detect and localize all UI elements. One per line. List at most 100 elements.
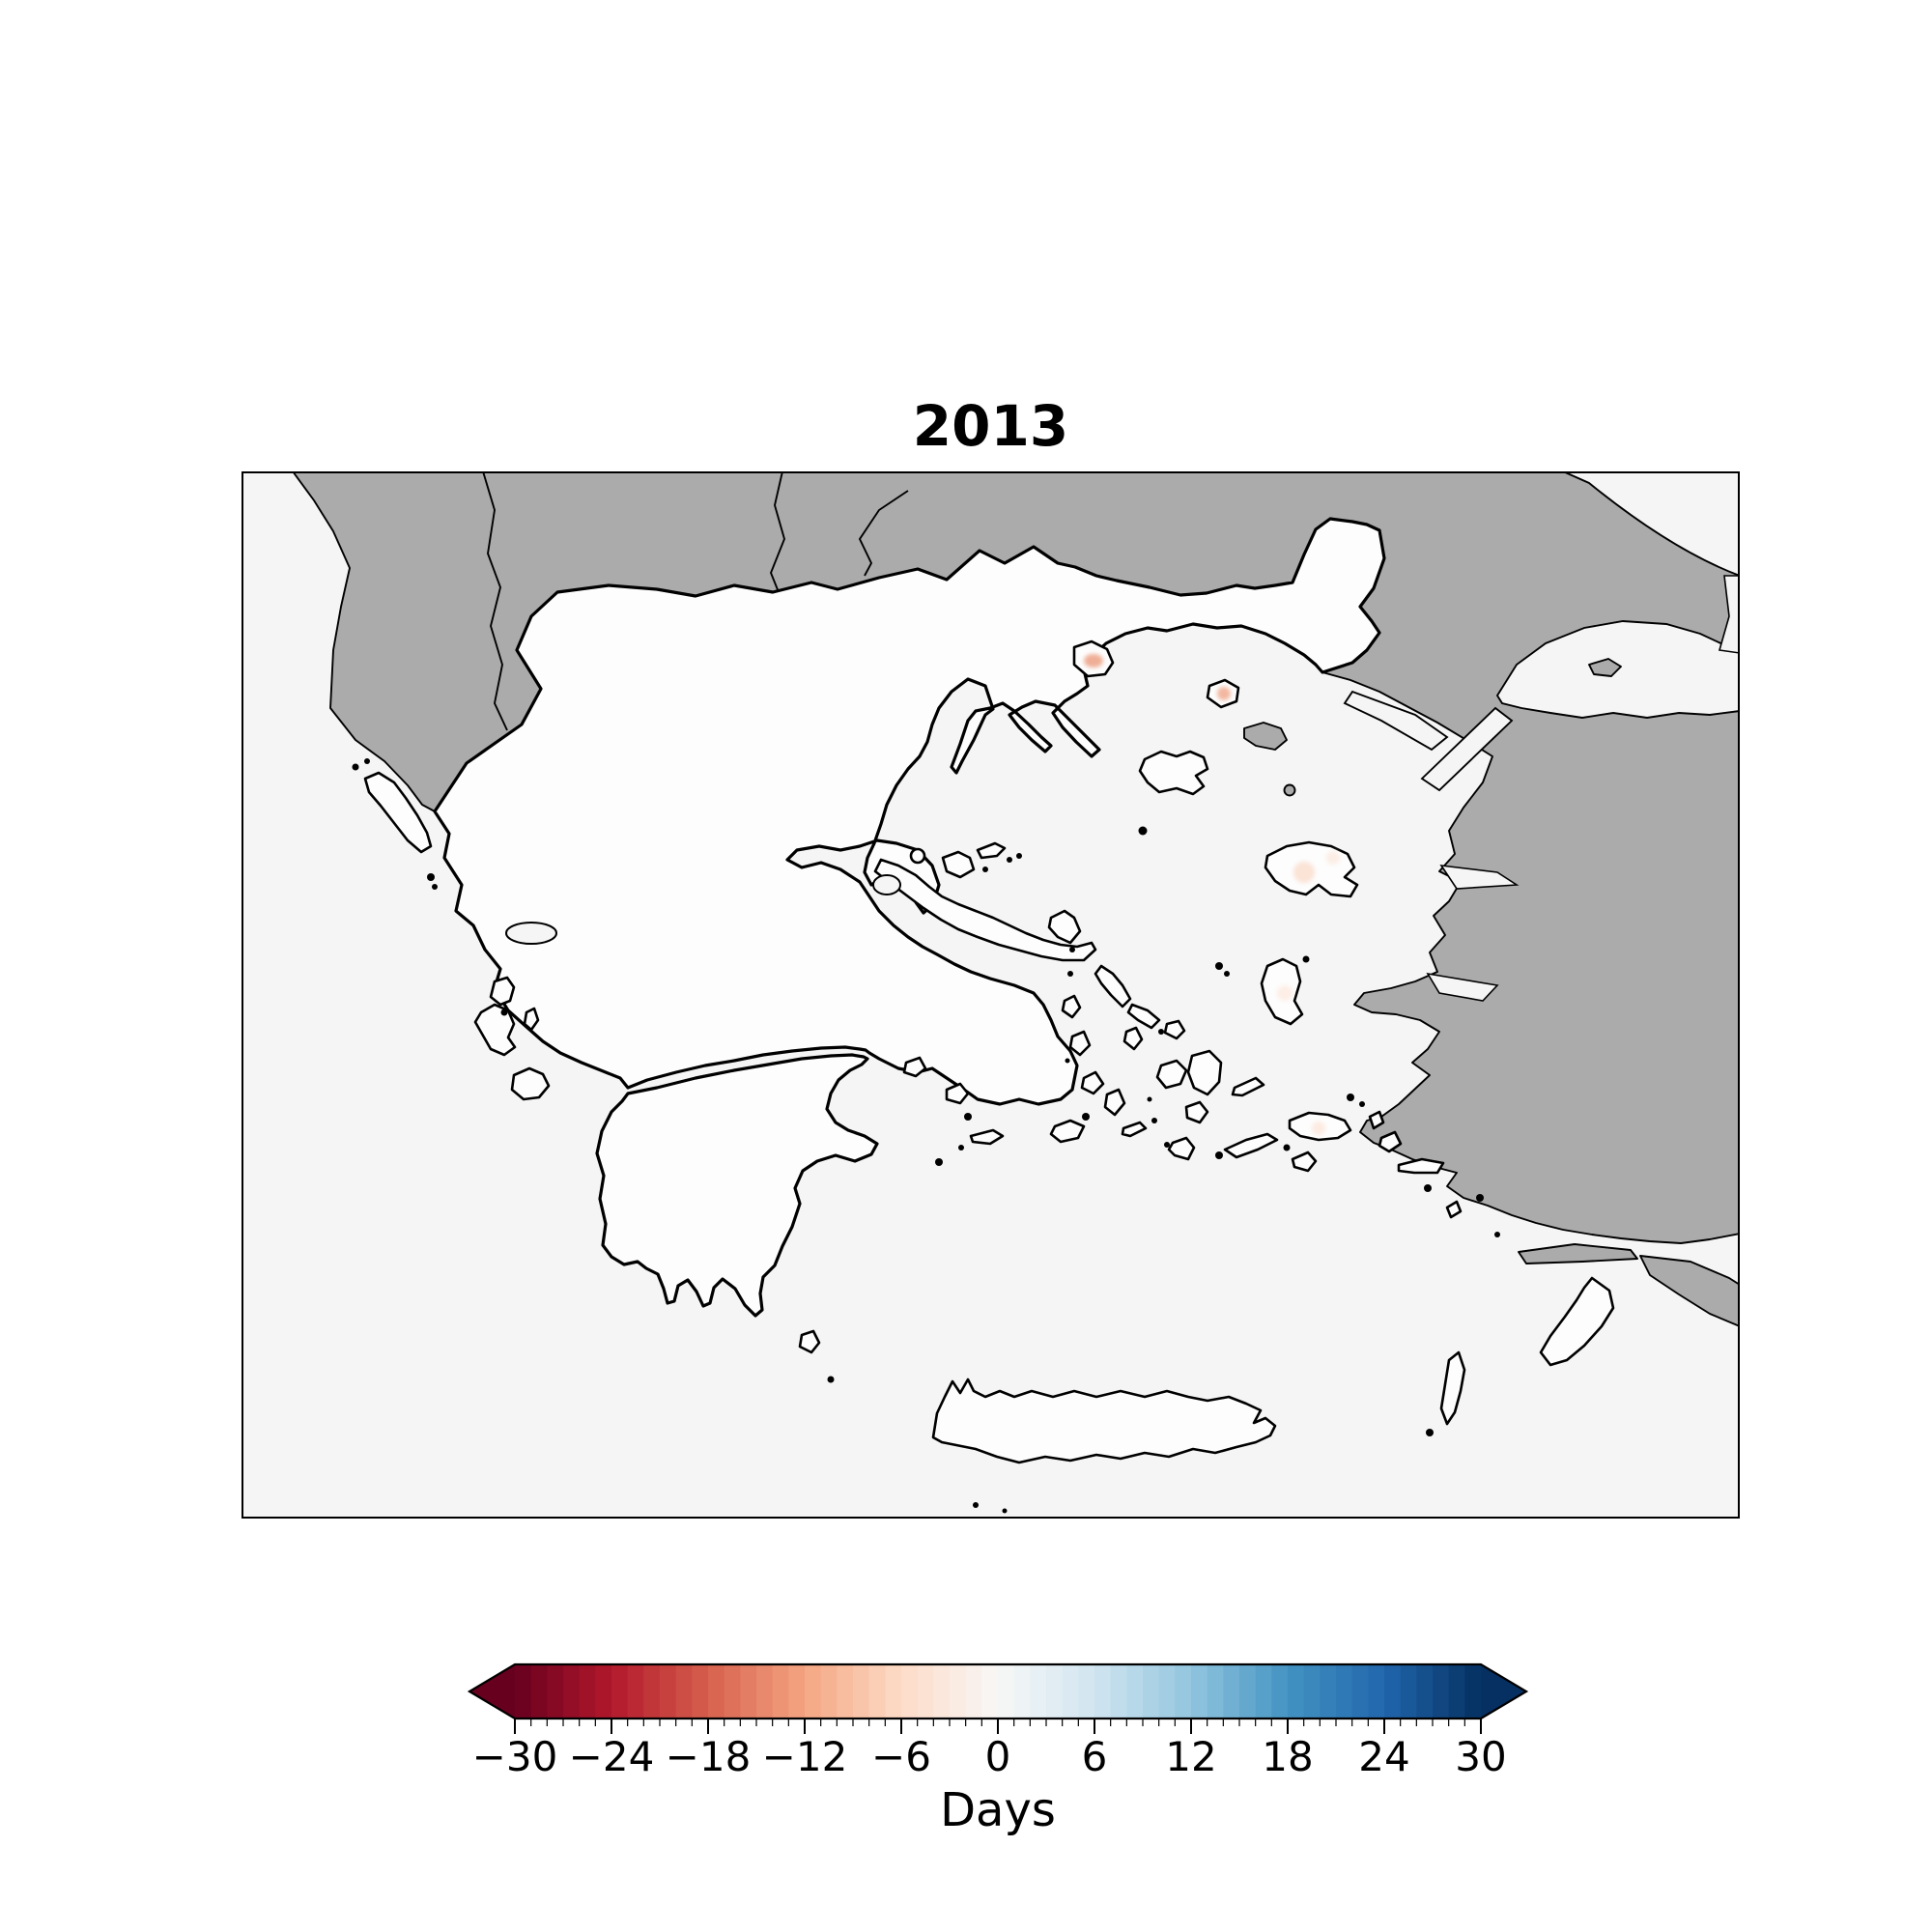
- colorbar-segment: [740, 1664, 757, 1719]
- colorbar-segment: [933, 1664, 951, 1719]
- colorbar-segment: [1030, 1664, 1047, 1719]
- colorbar-segment: [1046, 1664, 1064, 1719]
- colorbar-segment: [868, 1664, 886, 1719]
- colorbar-segment: [1416, 1664, 1434, 1719]
- colorbar-segment: [660, 1664, 677, 1719]
- colorbar-segment: [981, 1664, 999, 1719]
- island-kea: [1061, 994, 1082, 1019]
- island-tinos: [1126, 1003, 1161, 1030]
- island-zakynthos: [510, 1066, 551, 1101]
- saros-gulf: [1343, 690, 1449, 752]
- colorbar-segment: [1158, 1664, 1176, 1719]
- colorbar-tick-label: 0: [985, 1733, 1011, 1780]
- colorbar-tick-labels: −30 −24 −18 −12 −6 0 6 12 18 24 30: [472, 1733, 1507, 1780]
- colorbar-segment: [1062, 1664, 1079, 1719]
- island-serifos: [1080, 1070, 1105, 1095]
- edremit-gulf: [1439, 864, 1520, 890]
- island-limnos: [1138, 750, 1209, 796]
- colorbar-segment: [595, 1664, 612, 1719]
- bosphorus-strait: [1718, 575, 1740, 654]
- colorbar-segment: [1255, 1664, 1272, 1719]
- colorbar-segment: [1094, 1664, 1112, 1719]
- colorbar-tick-label: 12: [1165, 1733, 1216, 1780]
- colorbar-segment: [1464, 1664, 1482, 1719]
- island-ithaca: [523, 1007, 540, 1032]
- island-kythnos: [1068, 1030, 1092, 1057]
- island-amorgos: [1231, 1076, 1265, 1097]
- colorbar-tick-label: −6: [871, 1733, 931, 1780]
- island-skiathos: [909, 847, 926, 865]
- colorbar-segment: [675, 1664, 693, 1719]
- island-mykonos: [1163, 1019, 1186, 1040]
- colorbar-segment: [1351, 1664, 1369, 1719]
- colorbar-segment: [1336, 1664, 1353, 1719]
- colorbar-segment: [1400, 1664, 1417, 1719]
- colorbar-segment: [547, 1664, 564, 1719]
- island-sifnos: [1103, 1088, 1126, 1117]
- island-hydra: [969, 1128, 1005, 1146]
- island-paros: [1155, 1059, 1188, 1090]
- colorbar-tick-label: 18: [1262, 1733, 1313, 1780]
- colorbar-extend-max-arrow: [1481, 1664, 1526, 1719]
- colorbar-segment: [885, 1664, 902, 1719]
- colorbar-segment: [998, 1664, 1015, 1719]
- pagasetic-gulf: [872, 874, 901, 895]
- island-naxos: [1186, 1049, 1223, 1096]
- island-astypalea: [1291, 1151, 1318, 1173]
- island-syros: [1122, 1026, 1144, 1051]
- island-skyros: [1047, 909, 1082, 945]
- colorbar-tick-label: −12: [762, 1733, 848, 1780]
- colorbar-segment: [1191, 1664, 1208, 1719]
- colorbar-segment: [1126, 1664, 1144, 1719]
- island-andros: [1094, 964, 1132, 1009]
- colorbar-ticks: [514, 1719, 1482, 1734]
- colorbar-segment: [563, 1664, 581, 1719]
- colorbar-segment: [1303, 1664, 1321, 1719]
- colorbar-segment: [611, 1664, 629, 1719]
- colorbar-segment: [1320, 1664, 1337, 1719]
- colorbar-segment: [530, 1664, 548, 1719]
- colorbar-segment: [772, 1664, 789, 1719]
- island-aegina: [945, 1082, 970, 1105]
- island-bozcaada: [1283, 783, 1296, 797]
- islet-dots: [352, 758, 1500, 1514]
- colorbar-tick-label: −24: [569, 1733, 655, 1780]
- colorbar-tick-label: −30: [472, 1733, 558, 1780]
- non-greek-islands: [1243, 658, 1622, 797]
- colorbar-tick-label: 6: [1082, 1733, 1108, 1780]
- colorbar-segment: [917, 1664, 934, 1719]
- colorbar-segment: [820, 1664, 838, 1719]
- colorbar-segment: [853, 1664, 870, 1719]
- land-outside-domain: [1518, 1243, 1638, 1264]
- colorbar-segment: [1175, 1664, 1192, 1719]
- island-ios: [1184, 1100, 1209, 1124]
- colorbar-tick-label: −18: [666, 1733, 752, 1780]
- colorbar-segment: [1223, 1664, 1240, 1719]
- island-leros: [1368, 1110, 1385, 1130]
- plot-title: 2013: [912, 393, 1069, 459]
- island-imbros: [1243, 722, 1288, 751]
- island-lefkada: [489, 976, 516, 1007]
- island-folegandros: [1121, 1121, 1148, 1138]
- colorbar-segment: [692, 1664, 709, 1719]
- colorbar-segment: [1368, 1664, 1385, 1719]
- country-border: [482, 471, 909, 731]
- colorbar-extend-min-arrow: [469, 1664, 515, 1719]
- colorbar-segment: [950, 1664, 967, 1719]
- island-alonissos: [976, 841, 1007, 860]
- colorbar-tick-label: 30: [1455, 1733, 1506, 1780]
- colorbar-segment: [579, 1664, 596, 1719]
- island-kalymnos: [1378, 1130, 1403, 1153]
- colorbar-tick-label: 24: [1358, 1733, 1409, 1780]
- island-salamis: [902, 1056, 927, 1078]
- colorbar-segment: [1143, 1664, 1160, 1719]
- izmir-bay: [1426, 972, 1499, 1002]
- land-outside-domain: [1639, 1255, 1740, 1327]
- dardanelles-strait: [1420, 706, 1514, 792]
- colorbar-gradient: [515, 1664, 1482, 1719]
- colorbar-segment: [708, 1664, 725, 1719]
- colorbar-segment: [805, 1664, 822, 1719]
- colorbar-segment: [627, 1664, 644, 1719]
- colorbar-segment: [1384, 1664, 1402, 1719]
